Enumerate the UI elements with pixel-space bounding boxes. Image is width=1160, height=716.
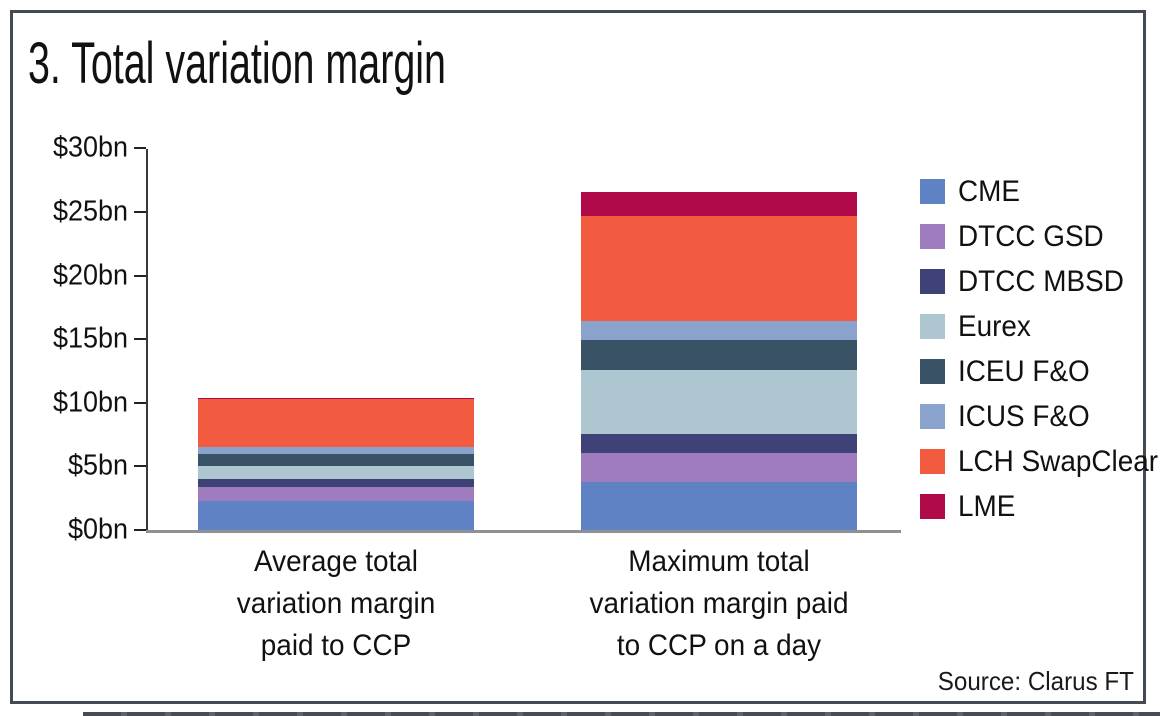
y-tick-mark [134,465,146,468]
legend-swatch [920,404,945,429]
legend-label: CME [958,174,1021,208]
legend-swatch [920,179,945,204]
bar-segment-icus-f-o [198,447,474,454]
legend-label: ICEU F&O [958,354,1090,388]
bar-segment-iceu-f-o [581,339,857,371]
legend-label: DTCC MBSD [958,264,1124,298]
bar-segment-dtcc-mbsd [198,479,474,487]
legend-label: ICUS F&O [958,399,1090,433]
y-tick-label: $20bn [52,259,128,292]
bar-segment-cme [581,481,857,530]
y-tick-label: $5bn [68,449,128,482]
legend-label: Eurex [958,309,1031,343]
bar-segment-lme [198,397,474,399]
legend-swatch [920,449,945,474]
bar-segment-cme [198,500,474,530]
y-axis-line [146,149,148,532]
stacked-bar [198,397,474,530]
source-note: Source: Clarus FT [937,666,1134,696]
bar-segment-lch-swapclear [581,215,857,322]
y-tick-label: $0bn [68,513,128,546]
y-tick-mark [134,338,146,341]
legend-label: LCH SwapClear [958,444,1159,478]
bar-segment-lme [581,191,857,216]
y-tick-mark [134,529,146,531]
bar-segment-dtcc-mbsd [581,433,857,454]
bar-segment-dtcc-gsd [581,453,857,482]
y-tick-mark [134,401,146,404]
bar-segment-eurex [198,466,474,480]
stacked-bar [581,191,857,530]
category-label: Average total variation margin paid to C… [236,545,436,662]
bar-segment-dtcc-gsd [198,486,474,501]
y-tick-mark [134,211,146,213]
bar-segment-iceu-f-o [198,453,474,467]
legend-label: LME [958,489,1016,523]
y-tick-label: $25bn [52,195,128,228]
y-tick-label: $10bn [52,386,128,419]
legend-swatch [920,224,945,249]
chart-frame [10,10,1146,704]
y-tick-label: $15bn [52,322,128,355]
y-tick-mark [134,147,146,150]
legend-swatch [920,494,945,519]
legend-swatch [920,359,945,384]
next-chart-edge [83,712,1160,716]
y-tick-mark [134,274,146,277]
y-tick-label: $30bn [52,131,128,164]
bar-segment-icus-f-o [581,321,857,340]
legend-swatch [920,314,945,339]
legend-swatch [920,269,945,294]
category-label: Maximum total variation margin paid to C… [589,545,849,662]
chart-title: 3. Total variation margin [28,31,446,96]
legend-label: DTCC GSD [958,219,1104,253]
x-axis-line [146,530,901,533]
bar-segment-lch-swapclear [198,399,474,448]
bar-segment-eurex [581,370,857,434]
